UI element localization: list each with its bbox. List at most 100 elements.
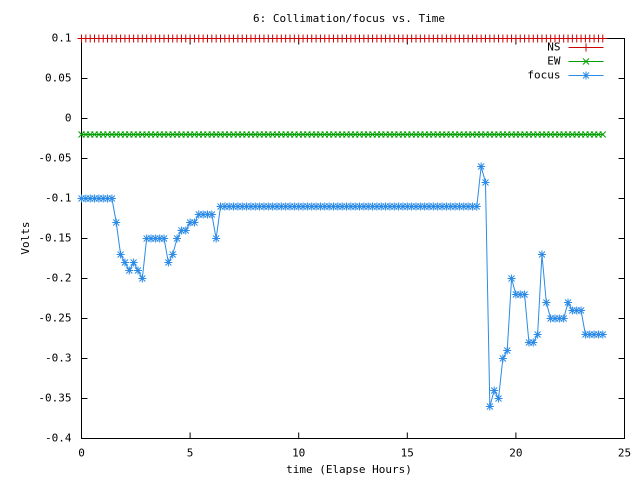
point-marker [186,218,195,227]
point-marker [233,202,242,211]
point-marker [342,202,351,211]
point-marker [598,330,607,339]
y-tick-label: -0.15 [38,232,71,245]
point-marker [138,274,147,283]
point-marker [355,202,364,211]
point-marker [429,202,438,211]
point-marker [168,250,177,259]
point-marker [477,162,486,171]
y-tick-label: 0.05 [45,72,72,85]
point-marker [585,330,594,339]
legend-label: NS [547,41,560,54]
y-tick-label: 0 [65,112,72,125]
point-marker [160,234,169,243]
point-marker [542,298,551,307]
point-marker [120,258,129,267]
point-marker [351,202,360,211]
point-marker [503,346,512,355]
point-marker [377,202,386,211]
point-marker [86,194,95,203]
point-marker [368,202,377,211]
point-marker [147,234,155,243]
point-marker [99,194,108,203]
point-marker [81,194,90,203]
point-marker [485,402,494,411]
point-marker [103,194,112,203]
point-marker [551,314,559,323]
point-marker [481,178,490,187]
point-marker [459,202,468,211]
point-marker [385,202,394,211]
point-marker [494,394,503,403]
point-marker [199,210,208,219]
point-marker [390,202,399,211]
point-marker [246,202,255,211]
point-marker [316,202,325,211]
point-marker [77,194,86,203]
y-tick-label: -0.35 [38,392,71,405]
point-marker [516,290,525,299]
x-axis-label: time (Elapse Hours) [286,463,412,476]
point-marker [442,202,451,211]
point-marker [438,202,447,211]
point-marker [581,330,590,339]
point-marker [425,202,434,211]
x-tick-label: 15 [401,447,414,460]
point-marker [359,202,368,211]
legend-label: EW [547,55,561,68]
point-marker [599,131,607,138]
point-marker [490,386,499,395]
point-marker [190,218,199,227]
point-marker [381,202,390,211]
point-marker [303,202,312,211]
legend-marker [582,71,590,80]
point-marker [220,202,229,211]
point-marker [364,202,373,211]
point-marker [116,250,125,259]
y-tick-label: -0.4 [45,432,72,445]
point-marker [572,306,581,315]
point-marker [142,234,151,243]
point-marker [281,202,290,211]
point-marker [155,234,164,243]
point-marker [299,202,308,211]
point-marker [394,202,403,211]
point-marker [333,202,342,211]
point-marker [446,202,455,211]
point-marker [264,202,273,211]
point-marker [455,202,464,211]
point-marker [529,338,538,347]
point-marker [277,202,286,211]
y-axis-label: Volts [19,221,32,254]
point-marker [286,202,295,211]
point-marker [407,202,416,211]
point-marker [272,202,281,211]
point-marker [129,258,138,267]
x-tick-label: 0 [78,447,85,460]
legend-label: focus [527,69,560,82]
point-marker [533,330,542,339]
x-tick-label: 10 [292,447,305,460]
point-marker [546,314,555,323]
point-marker [94,194,103,203]
point-marker [420,202,429,211]
point-marker [312,202,321,211]
legend-marker [582,43,590,52]
point-marker [225,202,234,211]
point-marker [524,338,533,347]
point-marker [294,202,303,211]
point-marker [372,202,381,211]
point-marker [242,202,251,211]
point-marker [268,202,277,211]
point-marker [238,202,247,211]
point-marker [216,202,225,211]
point-marker [325,202,334,211]
point-marker [203,210,212,219]
point-marker [194,210,203,219]
y-tick-label: 0.1 [52,32,72,45]
point-marker [151,234,160,243]
point-marker [472,202,481,211]
point-marker [255,202,264,211]
